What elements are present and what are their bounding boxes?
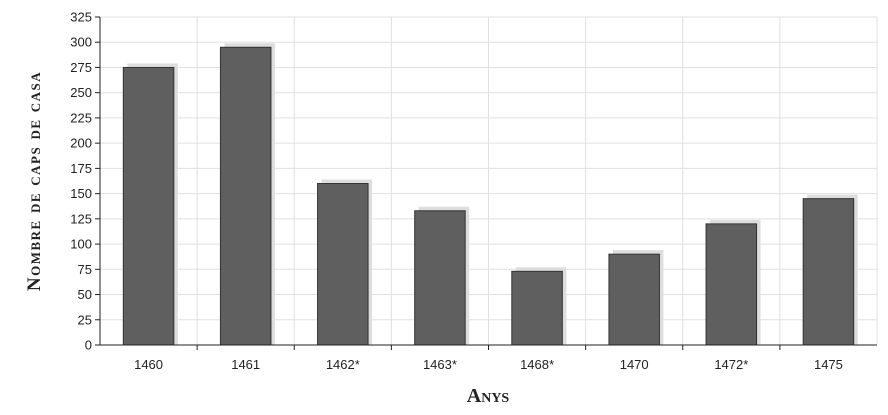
x-tick-label: 1468* (520, 357, 554, 372)
y-tick-label: 300 (70, 35, 92, 50)
x-axis-title: Anys (467, 385, 510, 407)
y-tick-label: 0 (85, 338, 92, 353)
y-tick-label: 125 (70, 211, 92, 226)
y-axis-title: Nombre de caps de casa (24, 71, 45, 291)
bar-1463* (414, 210, 466, 346)
bar-1462* (317, 183, 369, 346)
bar-1460 (122, 66, 175, 346)
y-tick-label: 50 (78, 287, 92, 302)
x-tick-label: 1475 (814, 357, 843, 372)
bar-1472* (705, 223, 758, 346)
bar-1468* (511, 270, 563, 346)
y-tick-labels: 0 25 50 75 100 125 150 175 200 225 250 275 300 325 (70, 10, 92, 353)
x-tick-label: 1460 (134, 357, 163, 372)
bars (122, 43, 858, 346)
y-tick-label: 200 (70, 136, 92, 151)
x-tick-label: 1470 (620, 357, 649, 372)
y-tick-label: 225 (70, 110, 92, 125)
y-tick-label: 25 (78, 312, 92, 327)
x-tick-label: 1462* (326, 357, 360, 372)
y-tick-label: 275 (70, 60, 92, 75)
y-tick-label: 100 (70, 237, 92, 252)
x-tick-label: 1472* (714, 357, 748, 372)
y-tick-label: 175 (70, 161, 92, 176)
bar-1475 (802, 198, 855, 346)
x-tick-labels: 1460 1461 1462* 1463* 1468* 1470 1472* 1475 (134, 357, 843, 372)
bar-1461 (219, 46, 272, 346)
y-tick-label: 150 (70, 186, 92, 201)
bar-1470 (608, 253, 660, 346)
y-tick-label: 75 (78, 262, 92, 277)
x-tick-label: 1461 (231, 357, 260, 372)
axes (95, 16, 877, 350)
x-tick-label: 1463* (423, 357, 457, 372)
y-tick-label: 325 (70, 10, 92, 25)
y-tick-label: 250 (70, 85, 92, 100)
